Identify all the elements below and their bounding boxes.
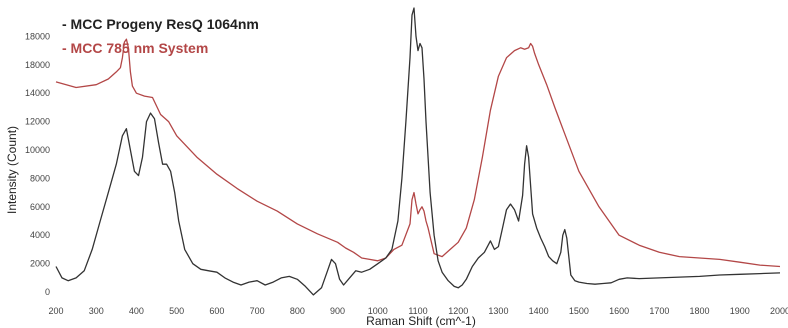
series-line-1064nm [55, 7, 781, 296]
x-tick-label: 1700 [649, 306, 669, 316]
x-tick-label: 1400 [529, 306, 549, 316]
y-tick-label: 18000 [25, 31, 50, 41]
x-tick-label: 1200 [448, 306, 468, 316]
x-tick-label: 1600 [609, 306, 629, 316]
x-tick-label: 800 [290, 306, 305, 316]
y-tick-label: 2000 [30, 259, 50, 269]
spectrum-lines [55, 7, 781, 296]
y-tick-label: 6000 [30, 202, 50, 212]
y-tick-label: 12000 [25, 117, 50, 127]
x-tick-label: 1300 [488, 306, 508, 316]
x-tick-label: 200 [48, 306, 63, 316]
x-tick-label: 1000 [368, 306, 388, 316]
x-axis-ticks: 200 300 400 500 600 700 800 900 1000 1100 1200 1300… [48, 306, 788, 316]
y-axis-title: Intensity (Count) [5, 126, 19, 214]
x-tick-label: 1800 [690, 306, 710, 316]
y-tick-label: 8000 [30, 173, 50, 183]
x-axis-title: Raman Shift (cm^-1) [366, 314, 476, 328]
x-tick-label: 500 [169, 306, 184, 316]
y-tick-label: 14000 [25, 88, 50, 98]
legend-entry-785nm: - MCC 785 nm System [62, 40, 208, 56]
y-tick-label: 18000 [25, 60, 50, 70]
x-tick-label: 700 [250, 306, 265, 316]
x-tick-label: 2000 [770, 306, 788, 316]
x-tick-label: 400 [129, 306, 144, 316]
x-tick-label: 900 [330, 306, 345, 316]
x-tick-label: 300 [89, 306, 104, 316]
series-line-785nm [55, 38, 781, 268]
x-tick-label: 1500 [569, 306, 589, 316]
y-tick-label: 10000 [25, 145, 50, 155]
y-axis-ticks: 0 2000 4000 6000 8000 10000 12000 14000 18000 180… [25, 31, 50, 297]
legend-entry-1064nm: - MCC Progeny ResQ 1064nm [62, 16, 259, 32]
y-tick-label: 0 [45, 287, 50, 297]
x-tick-label: 1900 [730, 306, 750, 316]
x-tick-label: 1100 [408, 306, 427, 316]
y-tick-label: 4000 [30, 230, 50, 240]
x-tick-label: 600 [209, 306, 224, 316]
